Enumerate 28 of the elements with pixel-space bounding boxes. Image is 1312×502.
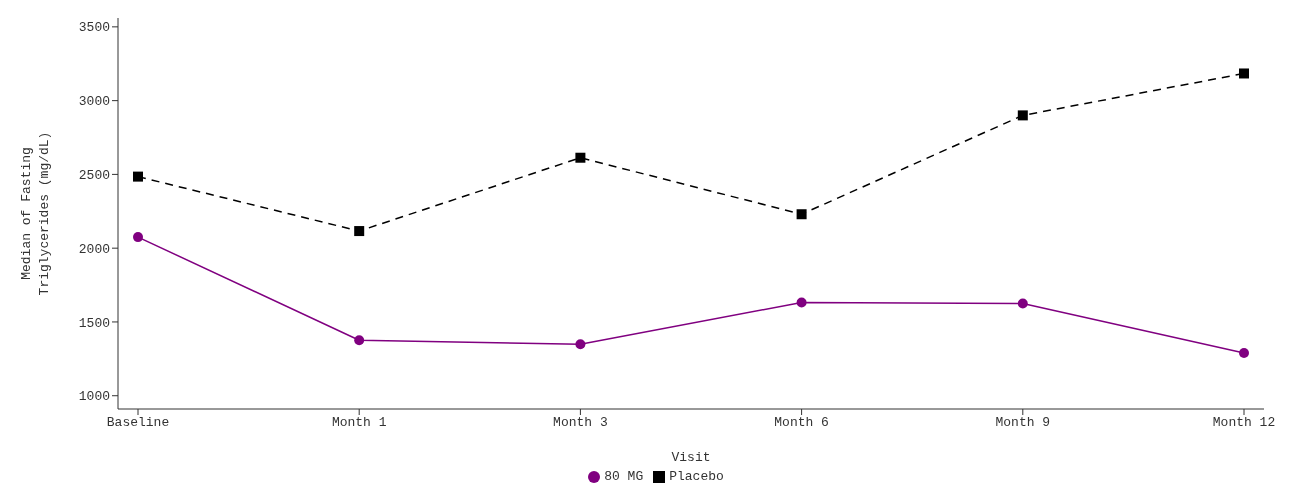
point — [133, 232, 143, 243]
x-axis-title: Visit — [671, 450, 711, 465]
y-tick-label: 1000 — [78, 389, 110, 405]
point — [354, 226, 365, 237]
point — [1239, 68, 1249, 79]
point — [1017, 110, 1028, 121]
x-tick-label: Month 1 — [331, 415, 387, 431]
legend-label: Placebo — [669, 469, 724, 484]
y-tick-label: 2500 — [78, 168, 110, 184]
point — [575, 152, 586, 163]
x-tick-label: Month 9 — [995, 415, 1051, 431]
point — [575, 339, 586, 350]
x-tick-label: Baseline — [106, 415, 170, 431]
y-tick-label: 3500 — [78, 20, 110, 36]
point — [354, 335, 365, 346]
y-tick-label: 1500 — [78, 315, 110, 331]
y-axis-title: Median of Fasting Triglycerides (mg/dL) — [19, 131, 52, 296]
x-tick-label: Month 6 — [774, 415, 829, 431]
point — [796, 209, 807, 220]
y-tick-label: 3000 — [78, 94, 110, 110]
point — [1017, 298, 1028, 309]
x-tick-label: Month 3 — [553, 415, 608, 431]
point — [133, 171, 143, 182]
x-tick-label: Month 12 — [1212, 415, 1276, 431]
point — [796, 297, 807, 308]
y-tick-label: 2000 — [78, 241, 110, 257]
legend-label: 80 MG — [604, 469, 644, 484]
point — [1239, 348, 1249, 359]
